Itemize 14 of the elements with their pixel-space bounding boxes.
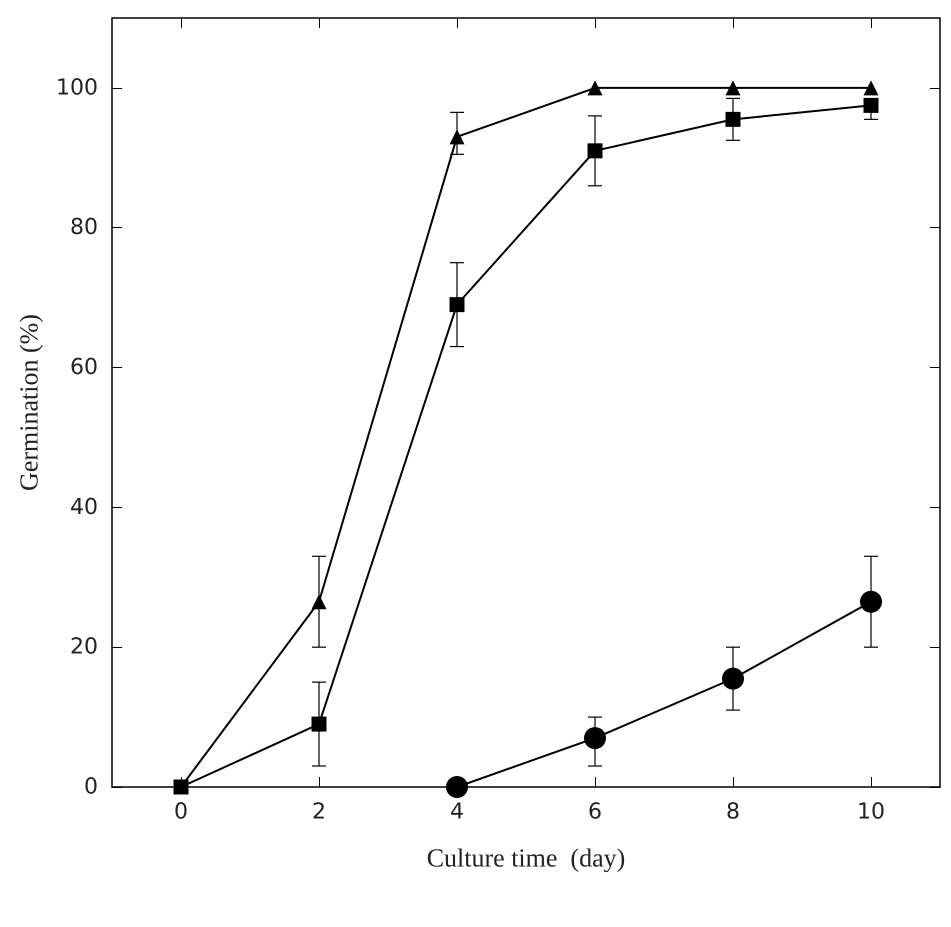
y-tick-label: 40 — [70, 494, 98, 520]
x-axis-title: Culture time (day) — [426, 844, 626, 872]
y-tick-label: 100 — [56, 75, 98, 100]
y-tick-label: 0 — [84, 774, 98, 800]
x-tick-label: 4 — [450, 800, 464, 824]
x-tick-label: 6 — [588, 800, 602, 824]
x-tick-label: 2 — [312, 800, 326, 824]
y-tick-label: 60 — [70, 355, 98, 380]
x-tick-label: 8 — [726, 800, 740, 824]
y-tick-label: 80 — [70, 215, 98, 240]
x-tick-label: 10 — [857, 800, 885, 824]
x-tick-label: 0 — [174, 800, 188, 824]
y-tick-label: 20 — [70, 634, 98, 660]
y-axis-title: Germination (%) — [14, 314, 44, 491]
